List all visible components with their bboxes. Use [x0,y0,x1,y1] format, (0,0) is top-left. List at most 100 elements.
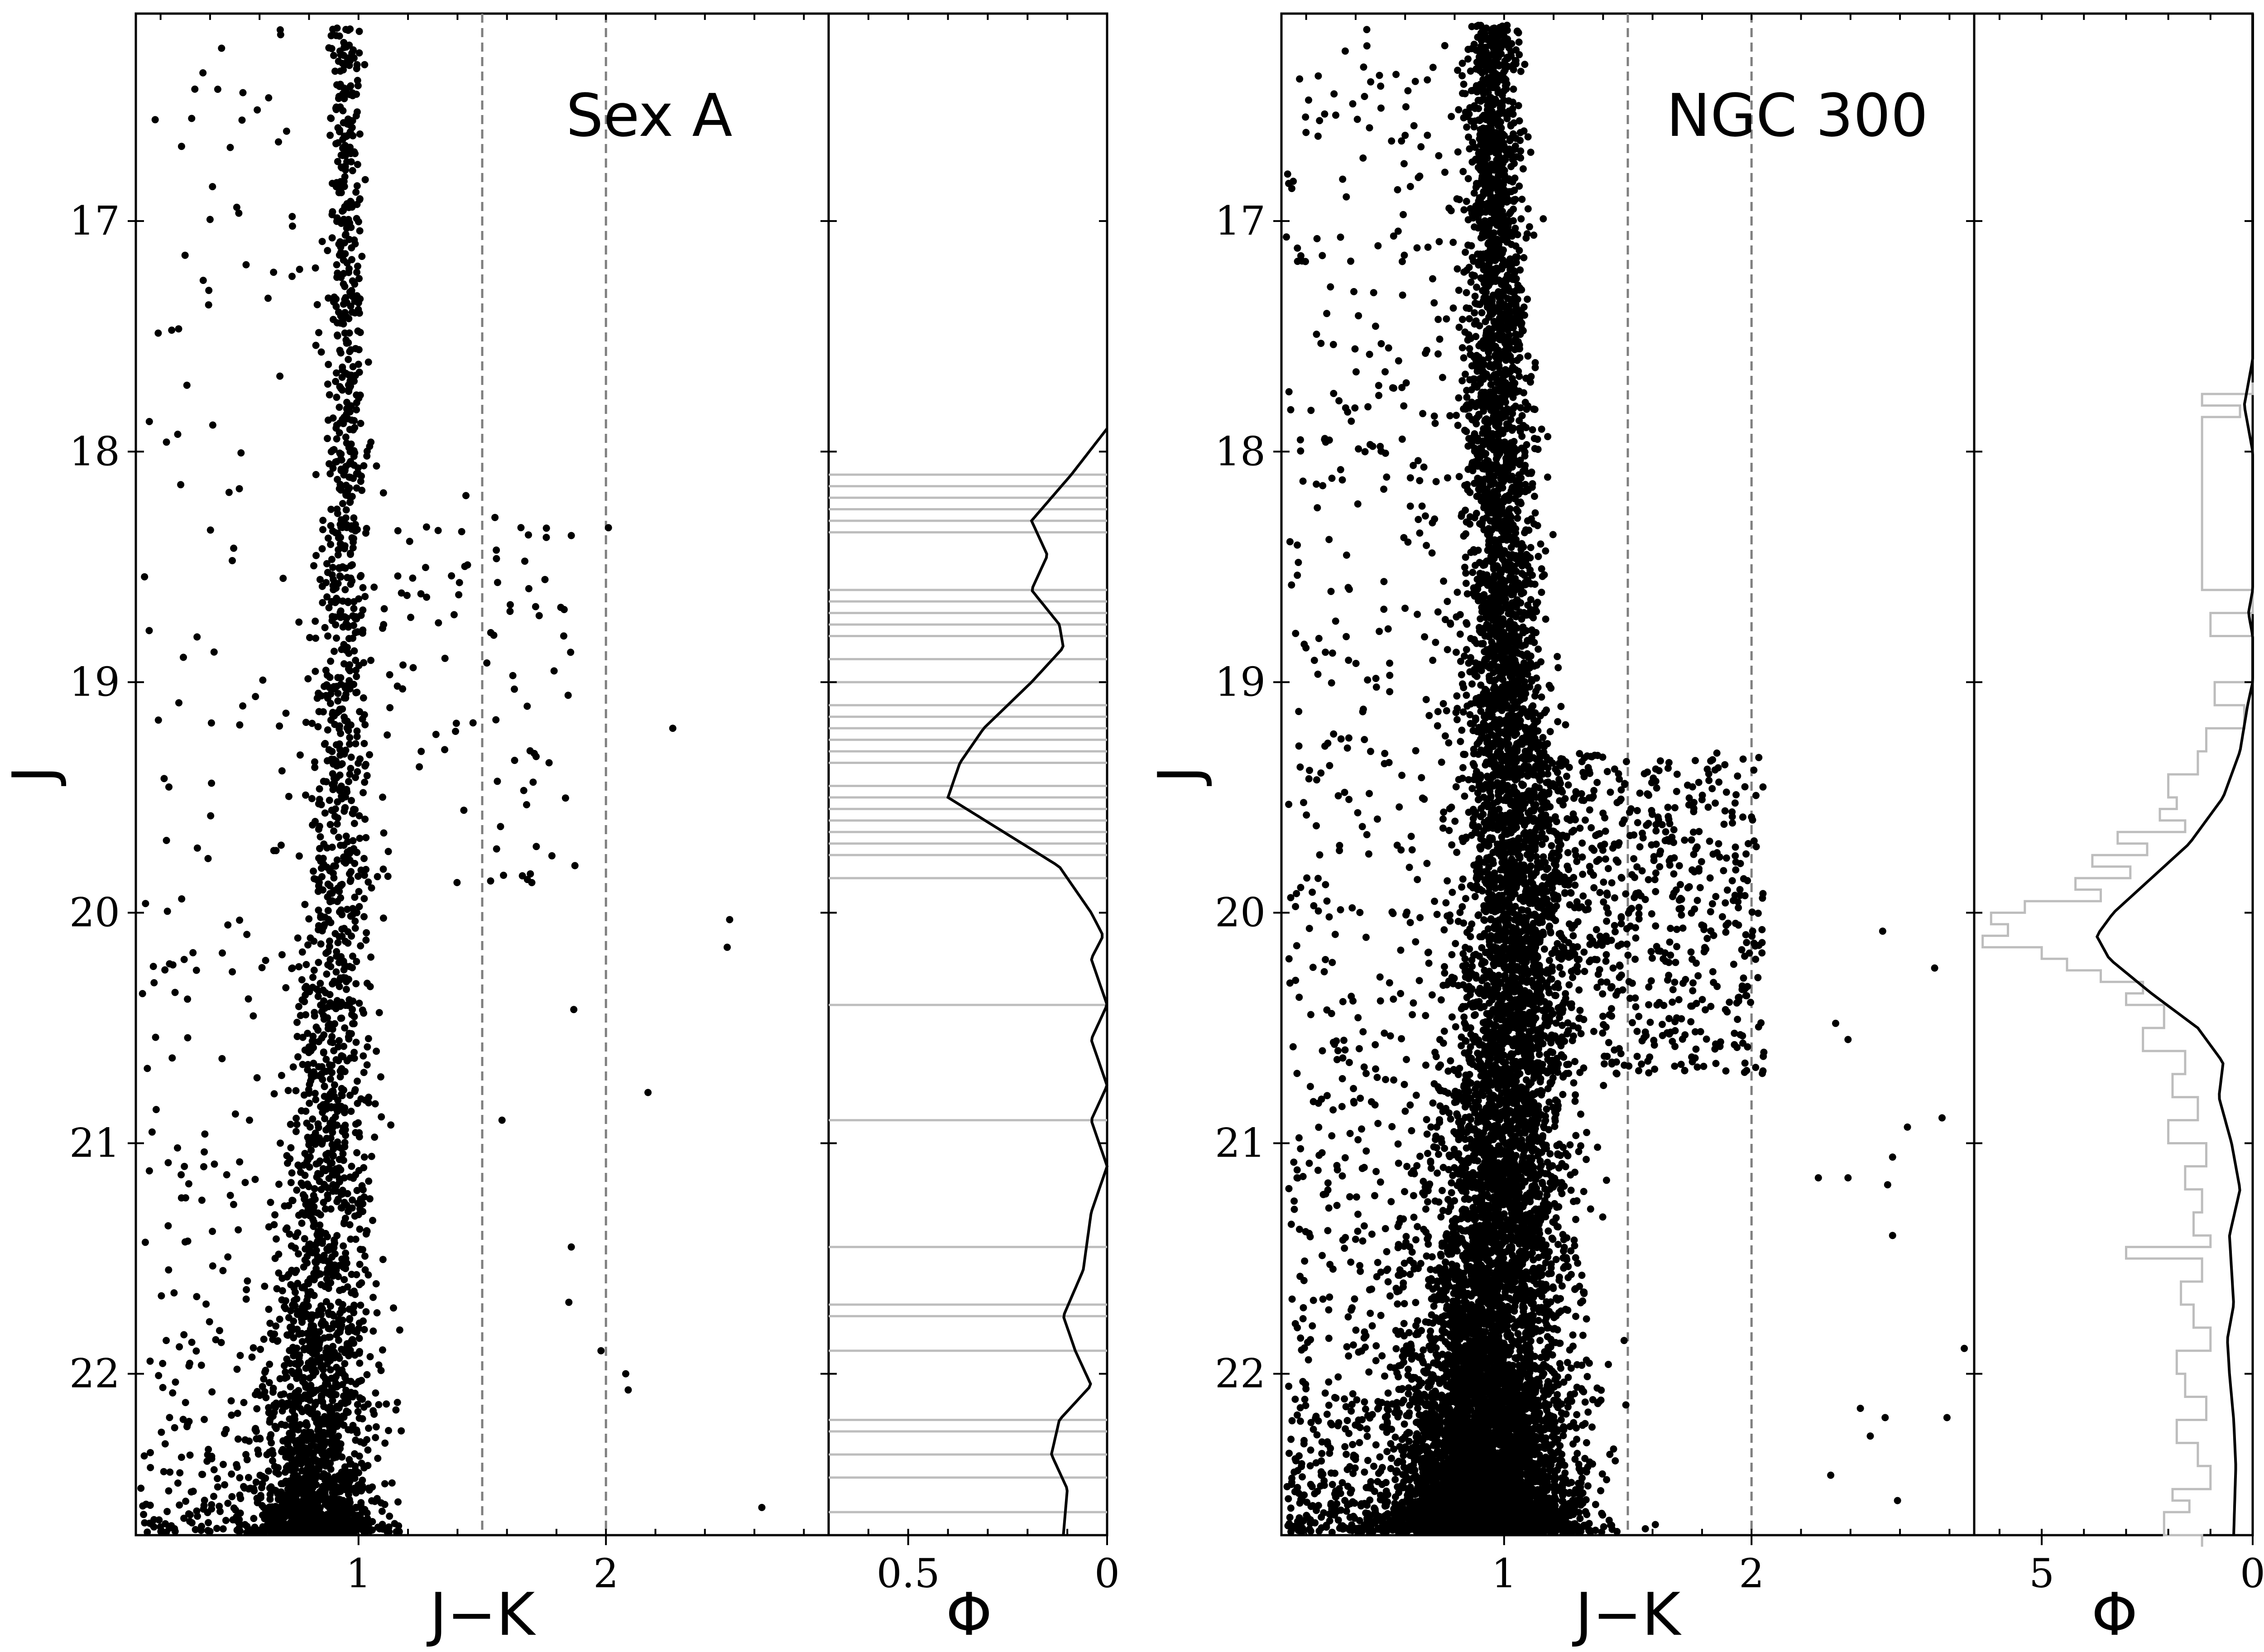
star-point [348,1162,355,1170]
star-point [308,1209,316,1217]
star-point [331,812,339,820]
star-point [304,941,312,949]
star-point [313,876,321,884]
star-point [218,44,225,52]
star-point [509,672,517,679]
star-point [326,131,334,139]
star-point [226,144,234,151]
star-point [316,796,323,803]
star-point [347,82,355,90]
star-point [315,1517,322,1524]
star-point [314,1120,322,1128]
star-point [323,970,331,978]
star-point [185,1362,193,1370]
star-point [199,69,207,77]
star-point [311,1008,318,1016]
star-point [308,795,316,802]
x-tick-label: 0 [1094,1550,1120,1597]
star-point [206,1318,213,1325]
star-point [333,435,341,443]
star-point [275,1489,283,1497]
star-point [344,415,352,423]
star-point [346,348,354,355]
star-point [333,1181,340,1189]
star-point [317,1170,324,1178]
star-point [277,1139,284,1147]
star-point [174,1479,182,1487]
star-point [366,1353,374,1360]
star-point [357,1438,364,1446]
star-point [315,906,322,914]
star-point [365,1424,372,1432]
star-point [1431,419,1439,427]
star-point [453,879,461,886]
star-point [335,834,342,841]
star-point [338,1345,345,1353]
star-point [337,573,345,581]
star-point [306,1163,313,1171]
star-point [336,403,343,411]
star-point [384,873,392,880]
star-point [342,1525,350,1532]
star-point [341,925,348,932]
star-point [325,746,333,754]
star-point [216,1327,223,1335]
star-point [334,697,342,705]
star-point [356,130,364,138]
star-point [330,52,337,59]
y-tick-label: 21 [69,1120,120,1167]
star-point [185,1180,192,1188]
star-point [1571,881,1579,889]
star-point [327,658,335,665]
star-point [409,574,417,582]
star-point [155,1372,163,1379]
star-point [343,724,351,732]
star-point [343,158,350,166]
star-point [180,956,188,963]
star-point [355,759,362,767]
star-point [170,1289,178,1297]
star-point [355,1469,362,1477]
star-point [335,1432,342,1440]
star-point [342,506,350,514]
star-point [345,355,352,363]
star-point [520,787,528,794]
star-point [237,1495,245,1502]
star-point [353,1186,361,1194]
star-point [464,561,471,569]
star-point [293,1392,301,1399]
star-point [355,369,363,376]
star-point [209,183,216,191]
star-point [351,1087,359,1095]
star-point [345,460,353,468]
star-point [356,835,364,842]
star-point [152,1033,159,1041]
star-point [328,234,336,242]
star-point [233,1527,241,1534]
star-point [202,1300,210,1308]
star-point [1322,648,1329,656]
star-point [312,341,320,349]
star-point [174,431,182,438]
star-point [323,672,331,679]
star-point [379,1346,386,1354]
star-point [304,1468,312,1476]
star-point [177,481,185,489]
star-point [187,1511,194,1518]
star-point [322,1229,330,1237]
star-point [347,868,355,875]
star-point [140,1511,148,1518]
star-point [360,871,368,879]
star-point [278,1071,285,1079]
star-point [172,1378,179,1386]
star-point [203,1457,211,1465]
star-point [560,632,567,640]
star-point [210,1493,217,1500]
star-point [179,1416,187,1423]
star-point [230,544,238,552]
star-point [1525,223,1533,231]
star-point [336,346,344,354]
star-point [365,1035,372,1042]
star-point [1372,1357,1380,1364]
